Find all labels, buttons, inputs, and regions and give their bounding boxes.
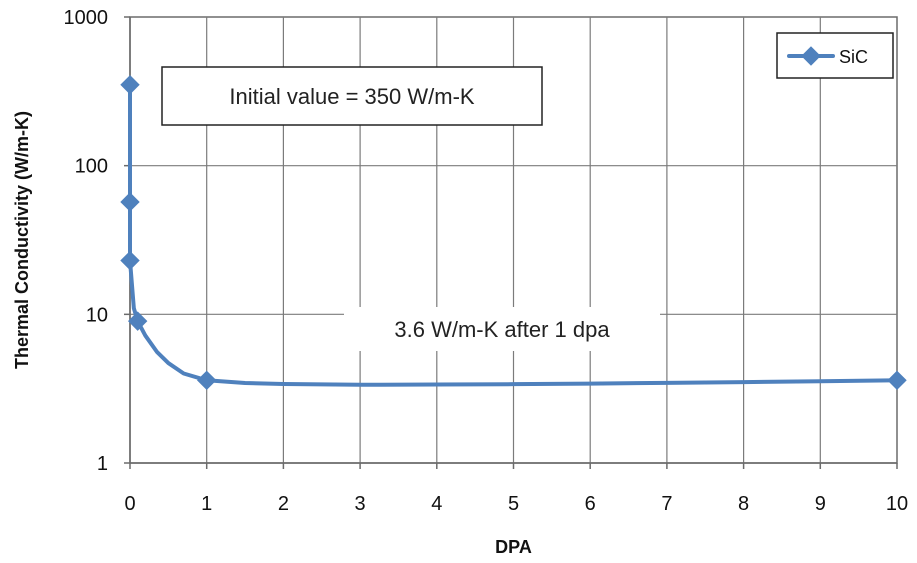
legend-layer: SiC [776, 32, 894, 79]
x-axis-title: DPA [495, 537, 532, 557]
x-tick-label: 6 [585, 493, 596, 515]
y-axis-title: Thermal Conductivity (W/m-K) [12, 111, 32, 369]
annotation-text-background [344, 307, 660, 351]
data-point-marker [120, 75, 140, 95]
series-layer [120, 75, 907, 391]
x-tick-label: 7 [661, 493, 672, 515]
x-tick-label: 1 [201, 493, 212, 515]
annotation-initial-value: Initial value = 350 W/m-K [229, 84, 474, 109]
x-tick-label: 4 [431, 493, 442, 515]
y-tick-label: 1 [97, 453, 108, 475]
data-point-marker [127, 311, 148, 331]
legend-marker-sic [801, 46, 821, 66]
annotation-after-dpa: 3.6 W/m-K after 1 dpa [394, 317, 610, 342]
x-tick-label: 8 [738, 493, 749, 515]
x-tick-label: 3 [355, 493, 366, 515]
annotation-box [161, 66, 543, 126]
x-tick-label: 10 [886, 493, 908, 515]
x-tick-label: 0 [124, 493, 135, 515]
x-tick-label: 5 [508, 493, 519, 515]
data-point-marker [196, 370, 217, 391]
y-tick-label: 1000 [64, 7, 109, 29]
series-line-sic [128, 82, 899, 387]
data-point-marker [887, 370, 907, 391]
x-tick-label: 2 [278, 493, 289, 515]
y-tick-label: 100 [75, 156, 108, 178]
data-point-marker [120, 250, 140, 271]
y-tick-label: 10 [86, 304, 108, 326]
data-point-marker [120, 192, 140, 212]
annotation-layer: Initial value = 350 W/m-K 3.6 W/m-K after… [161, 66, 660, 351]
legend-label-sic: SiC [839, 47, 868, 67]
x-tick-label: 9 [815, 493, 826, 515]
